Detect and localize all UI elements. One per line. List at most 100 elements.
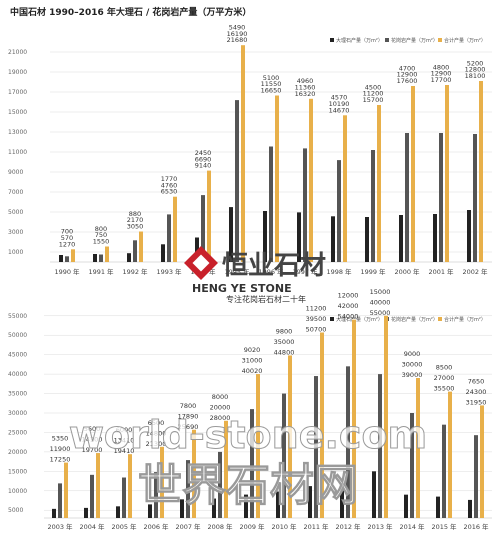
- data-label: 5490: [229, 24, 246, 32]
- legend-label: 花岗岩产量（万m²）: [391, 37, 438, 44]
- data-label: 28000: [210, 414, 231, 422]
- bar-marble: [148, 504, 152, 518]
- data-label: 27000: [434, 374, 455, 382]
- data-label: 1550: [93, 238, 110, 246]
- bar-marble: [436, 496, 440, 518]
- bar-marble: [276, 491, 280, 518]
- legend-label: 合计产量（万m²）: [444, 316, 486, 323]
- data-label: 12900: [431, 70, 452, 78]
- x-category-label: 2013 年: [367, 522, 393, 531]
- data-label: 3050: [127, 223, 144, 231]
- data-label: 4700: [399, 64, 416, 72]
- data-label: 4500: [365, 83, 382, 91]
- data-label: 31000: [242, 357, 263, 365]
- bar-granite: [167, 214, 171, 262]
- x-category-label: 1999 年: [360, 267, 386, 276]
- data-label: 11200: [363, 90, 384, 98]
- bar-total: [288, 355, 292, 518]
- bar-total: [71, 249, 75, 262]
- bar-marble: [127, 253, 131, 262]
- y-tick-label: 5000: [8, 507, 23, 514]
- y-tick-label: 9000: [8, 169, 23, 176]
- data-label: 12000: [338, 292, 359, 300]
- data-label: 14100: [82, 436, 103, 444]
- data-label: 20000: [210, 403, 231, 411]
- bar-granite: [133, 240, 137, 262]
- bar-granite: [154, 472, 158, 518]
- bar-marble: [263, 211, 267, 262]
- data-label: 17890: [178, 412, 199, 420]
- data-label: 4960: [297, 77, 314, 85]
- x-category-label: 2008 年: [207, 522, 233, 531]
- data-label: 9020: [244, 346, 261, 354]
- data-label: 16190: [227, 30, 248, 38]
- data-label: 55000: [370, 309, 391, 317]
- bar-marble: [116, 506, 120, 518]
- bar-total: [480, 405, 484, 518]
- x-category-label: 1991 年: [88, 267, 114, 276]
- logo-diamond-inner-icon: [192, 254, 210, 272]
- data-label: 9000: [404, 350, 421, 358]
- data-label: 11900: [50, 445, 71, 453]
- bar-granite: [337, 160, 341, 262]
- bar-marble: [308, 486, 312, 518]
- bar-total: [445, 85, 449, 262]
- bar-marble: [372, 471, 376, 518]
- bar-total: [275, 95, 279, 262]
- data-label: 4570: [331, 94, 348, 102]
- bar-marble: [195, 237, 199, 262]
- data-label: 13410: [114, 437, 135, 445]
- data-label: 800: [95, 225, 107, 233]
- bar-marble: [433, 214, 437, 262]
- bar-granite: [474, 435, 478, 518]
- x-category-label: 1990 年: [54, 267, 80, 276]
- bar-granite: [410, 413, 414, 518]
- data-label: 1770: [161, 175, 178, 183]
- data-label: 39500: [306, 315, 327, 323]
- x-category-label: 1996 年: [258, 267, 284, 276]
- bar-marble: [59, 255, 63, 262]
- data-label: 11550: [261, 80, 282, 88]
- y-tick-label: 50000: [8, 332, 27, 339]
- bar-marble: [93, 254, 97, 262]
- data-label: 10190: [329, 100, 350, 108]
- bar-granite: [269, 146, 273, 262]
- bar-granite: [282, 393, 286, 518]
- data-label: 12900: [397, 71, 418, 79]
- data-label: 18100: [465, 72, 486, 80]
- legend-label: 花岗岩产量（万m²）: [391, 316, 438, 323]
- data-label: 24300: [466, 388, 487, 396]
- bar-total: [448, 391, 452, 518]
- y-tick-label: 11000: [8, 149, 27, 156]
- watermark-url: world-stone.com: [69, 413, 427, 457]
- data-label: 5350: [52, 435, 69, 443]
- legend-swatch: [385, 38, 389, 42]
- logo-chinese-name: 恒业石材: [222, 251, 326, 281]
- data-label: 1270: [59, 240, 76, 248]
- x-category-label: 2016 年: [463, 522, 489, 531]
- data-label: 700: [61, 228, 73, 236]
- x-category-label: 2010 年: [271, 522, 297, 531]
- data-label: 19700: [82, 446, 103, 454]
- bar-total: [192, 429, 196, 518]
- data-label: 19410: [114, 447, 135, 455]
- bar-total: [241, 45, 245, 263]
- legend-swatch: [330, 38, 334, 42]
- bar-total: [139, 231, 143, 262]
- chart-title: 中国石材 1990–2016 年大理石 / 花岗岩产量（万平方米）: [10, 8, 252, 18]
- y-tick-label: 7000: [8, 189, 23, 196]
- bar-total: [309, 98, 313, 262]
- data-label: 8500: [436, 364, 453, 372]
- y-tick-label: 13000: [8, 129, 27, 136]
- legend-label: 合计产量（万m²）: [444, 37, 486, 44]
- bar-granite: [442, 424, 446, 518]
- legend-swatch: [438, 317, 442, 321]
- data-label: 14800: [146, 429, 167, 437]
- bar-total: [173, 196, 177, 262]
- data-label: 880: [129, 210, 141, 218]
- bar-marble: [161, 244, 165, 262]
- bar-granite: [405, 133, 409, 262]
- bar-total: [320, 332, 324, 518]
- x-category-label: 2012 年: [335, 522, 361, 531]
- data-label: 54000: [338, 313, 359, 321]
